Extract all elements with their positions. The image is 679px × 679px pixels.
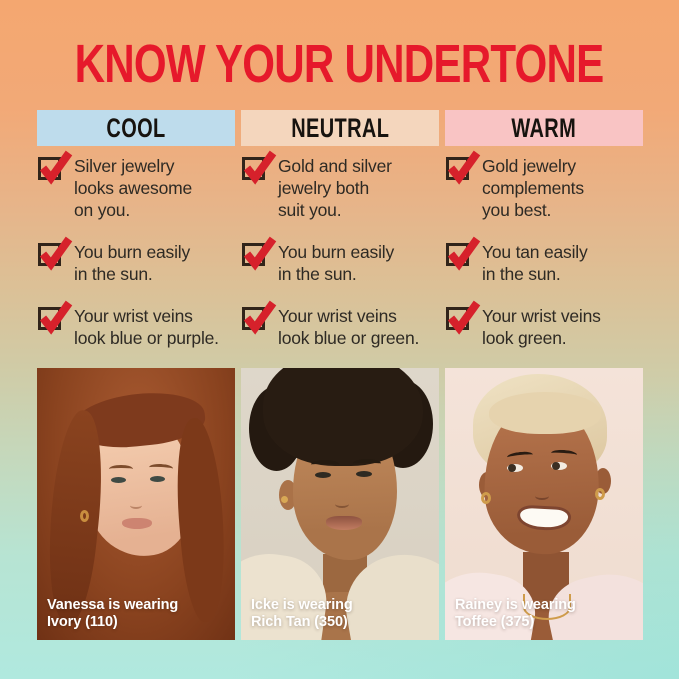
checklist-item-text: Gold jewelry complements you best. [482,156,584,220]
model-photos: Vanessa is wearing Ivory (110) Icke is w… [37,368,643,640]
checked-checkbox-icon [242,150,277,185]
checkmark-icon [39,300,73,335]
checked-checkbox-icon [38,300,73,335]
checked-checkbox-icon [446,150,481,185]
eye-shape [356,471,372,477]
checkmark-icon [243,300,277,335]
checked-checkbox-icon [446,236,481,271]
photo-caption-cool: Vanessa is wearing Ivory (110) [47,596,179,630]
checked-checkbox-icon [242,300,277,335]
checkmark-icon [447,300,481,335]
checkmark-icon [243,150,277,185]
nose-shape [535,492,549,500]
checklist-item-text: Your wrist veins look green. [482,306,601,348]
necklace-shape [523,594,571,620]
undertone-columns: COOL Silver jewelry looks awesome on you… [37,110,643,349]
photo-caption-warm: Rainey is wearing Toffee (375) [455,596,576,630]
checklist-neutral: Gold and silver jewelry both suit you. Y… [241,150,439,349]
model-photo-cool: Vanessa is wearing Ivory (110) [37,368,235,640]
model-photo-warm: Rainey is wearing Toffee (375) [445,368,643,640]
checklist-item-text: Gold and silver jewelry both suit you. [278,156,392,220]
model-photo-neutral: Icke is wearing Rich Tan (350) [241,368,439,640]
column-header-label: WARM [511,112,577,143]
hair-shape [489,392,601,434]
column-neutral: NEUTRAL Gold and silver jewelry both sui… [241,110,439,349]
checkmark-icon [243,236,277,271]
title-wrap: KNOW YOUR UNDERTONE [0,33,679,95]
lips-shape [122,518,152,529]
checkmark-icon [447,236,481,271]
eyebrow-shape [311,460,339,469]
checkmark-icon [39,150,73,185]
checklist-item: Gold jewelry complements you best. [445,150,643,221]
checklist-item: Your wrist veins look blue or green. [241,300,439,349]
nose-shape [335,500,349,508]
earring-shape [595,488,605,500]
earring-shape [281,496,288,503]
eye-shape [552,462,560,470]
column-header-warm: WARM [445,110,643,146]
checklist-item: You tan easily in the sun. [445,236,643,285]
column-header-label: NEUTRAL [290,112,390,143]
checked-checkbox-icon [38,236,73,271]
page-title: KNOW YOUR UNDERTONE [75,34,605,94]
eye-shape [111,477,126,483]
checklist-item: You burn easily in the sun. [37,236,235,285]
eye-shape [150,476,165,482]
column-cool: COOL Silver jewelry looks awesome on you… [37,110,235,349]
checked-checkbox-icon [446,300,481,335]
checkmark-icon [39,236,73,271]
checked-checkbox-icon [242,236,277,271]
checklist-item: You burn easily in the sun. [241,236,439,285]
checklist-cool: Silver jewelry looks awesome on you. You… [37,150,235,349]
checklist-item-text: Silver jewelry looks awesome on you. [74,156,193,220]
eye-shape [508,464,516,472]
checklist-item: Gold and silver jewelry both suit you. [241,150,439,221]
earring-shape [80,510,89,522]
checklist-item-text: You tan easily in the sun. [482,242,588,284]
checklist-item-text: Your wrist veins look blue or green. [278,306,420,348]
eye-shape [315,472,331,478]
hair-shape [263,368,423,466]
checklist-item: Your wrist veins look green. [445,300,643,349]
ear-shape [595,468,611,494]
column-header-neutral: NEUTRAL [241,110,439,146]
checked-checkbox-icon [38,150,73,185]
column-header-cool: COOL [37,110,235,146]
nose-shape [130,502,142,509]
checkmark-icon [447,150,481,185]
column-header-label: COOL [106,112,166,143]
checklist-item-text: You burn easily in the sun. [74,242,191,284]
checklist-item-text: You burn easily in the sun. [278,242,395,284]
checklist-warm: Gold jewelry complements you best. You t… [445,150,643,349]
photo-caption-neutral: Icke is wearing Rich Tan (350) [251,596,353,630]
earring-shape [481,492,491,504]
eyebrow-shape [353,459,381,468]
column-warm: WARM Gold jewelry complements you best. [445,110,643,349]
checklist-item: Your wrist veins look blue or purple. [37,300,235,349]
lips-shape [326,516,362,530]
eyebrow-shape [109,465,133,473]
checklist-item: Silver jewelry looks awesome on you. [37,150,235,221]
checklist-item-text: Your wrist veins look blue or purple. [74,306,219,348]
